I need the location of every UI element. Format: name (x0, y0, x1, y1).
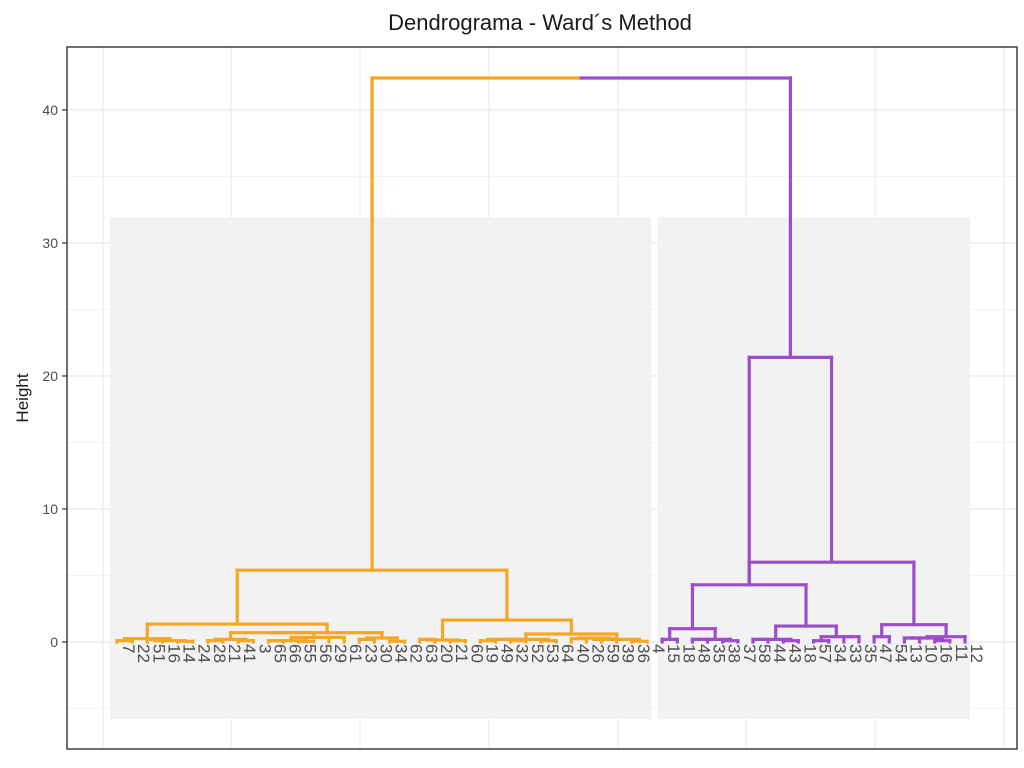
leaf-label: 12 (967, 644, 986, 663)
leaf-label: 59 (604, 644, 623, 663)
leaf-label: 21 (452, 644, 471, 663)
leaf-label: 29 (331, 644, 350, 663)
leaf-label: 44 (770, 644, 789, 663)
leaf-label: 49 (498, 644, 517, 663)
leaf-label: 52 (528, 644, 547, 663)
leaf-label: 26 (588, 644, 607, 663)
leaf-label: 34 (831, 644, 850, 663)
leaf-label: 32 (513, 644, 532, 663)
leaf-label: 58 (755, 644, 774, 663)
leaf-label: 14 (180, 644, 199, 663)
leaf-label: 55 (301, 644, 320, 663)
leaf-label: 11 (952, 644, 971, 662)
leaf-label: 37 (740, 644, 759, 663)
leaf-label: 40 (573, 644, 592, 663)
leaf-label: 41 (240, 644, 259, 663)
leaf-label: 28 (210, 644, 229, 663)
leaf-label: 4 (649, 644, 668, 653)
cluster-rect-2 (657, 217, 970, 720)
y-axis-label: Height (13, 373, 32, 422)
leaf-label: 18 (679, 644, 698, 663)
plot-border (66, 46, 1018, 750)
leaf-labels: 7225116142428214136566555629612330346263… (119, 644, 986, 663)
leaf-label: 54 (891, 644, 910, 663)
leaf-label: 35 (710, 644, 729, 663)
leaf-label: 16 (164, 644, 183, 663)
leaf-label: 63 (422, 644, 441, 663)
leaf-label: 43 (785, 644, 804, 663)
dendrogram-branches (115, 76, 967, 644)
leaf-label: 15 (664, 644, 683, 663)
y-axis-ticks: 0 10 20 30 40 (42, 102, 67, 650)
y-tick-label: 40 (42, 102, 58, 118)
leaf-label: 16 (937, 644, 956, 663)
leaf-label: 22 (134, 644, 153, 663)
leaf-label: 39 (619, 644, 638, 663)
leaf-label: 33 (846, 644, 865, 663)
leaf-label: 47 (876, 644, 895, 663)
leaf-label: 21 (225, 644, 244, 663)
leaf-label: 18 (800, 644, 819, 663)
leaf-label: 13 (906, 644, 925, 663)
leaf-label: 56 (316, 644, 335, 663)
leaf-label: 24 (195, 644, 214, 663)
leaf-label: 35 (861, 644, 880, 663)
leaf-label: 66 (286, 644, 305, 663)
leaf-label: 62 (407, 644, 426, 663)
y-tick-label: 10 (42, 501, 58, 517)
leaf-label: 64 (558, 644, 577, 663)
leaf-label: 10 (922, 644, 941, 663)
y-tick-label: 20 (42, 368, 58, 384)
leaf-label: 19 (482, 644, 501, 663)
leaf-label: 61 (346, 644, 365, 663)
leaf-label: 38 (725, 644, 744, 663)
leaf-label: 48 (694, 644, 713, 663)
leaf-label: 34 (392, 644, 411, 663)
leaf-label: 20 (437, 644, 456, 663)
leaf-label: 3 (255, 644, 274, 653)
leaf-label: 7 (119, 644, 138, 653)
leaf-label: 53 (543, 644, 562, 663)
leaf-label: 60 (467, 644, 486, 663)
leaf-label: 36 (634, 644, 653, 663)
leaf-label: 30 (376, 644, 395, 663)
leaf-label: 57 (816, 644, 835, 663)
leaf-label: 23 (361, 644, 380, 663)
leaf-label: 65 (270, 644, 289, 663)
y-tick-label: 30 (42, 235, 58, 251)
chart-title: Dendrograma - Ward´s Method (388, 10, 692, 35)
leaf-label: 51 (149, 644, 168, 663)
y-tick-label: 0 (50, 634, 58, 650)
